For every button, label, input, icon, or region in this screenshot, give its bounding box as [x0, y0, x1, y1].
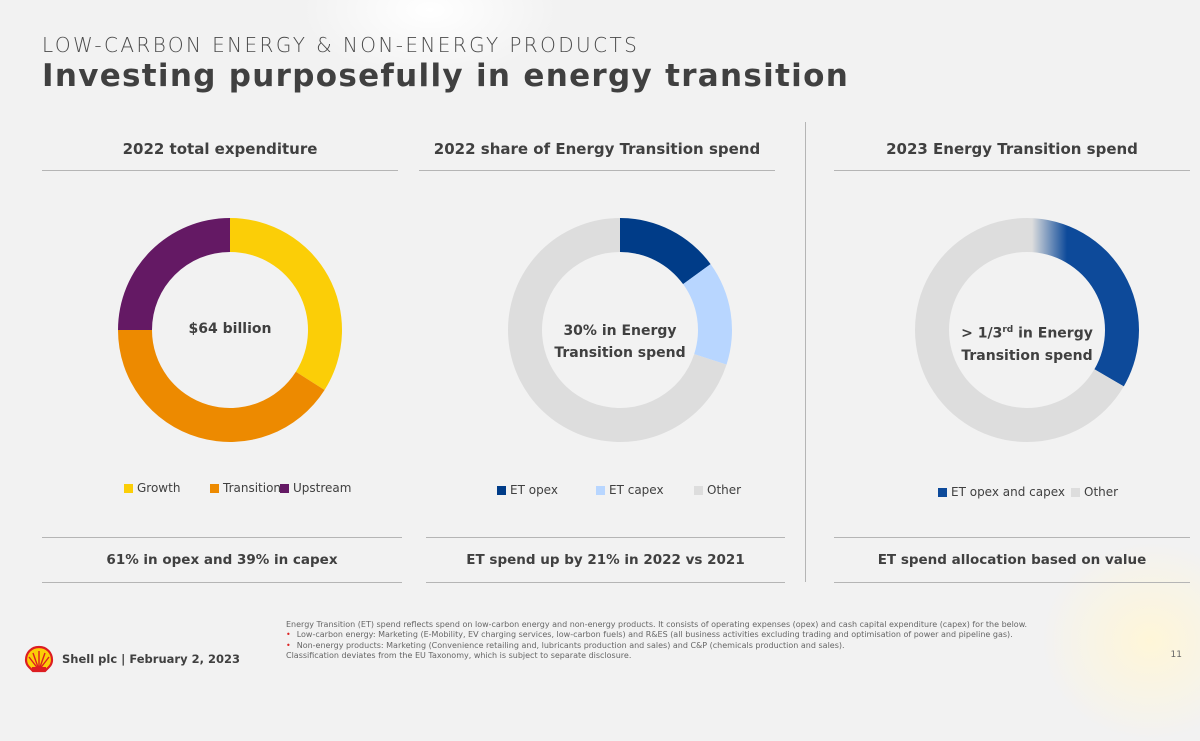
legend-swatch: [938, 488, 947, 497]
legend-label: Growth: [137, 481, 181, 495]
donut-center-label: 30% in Energy Transition spend: [540, 320, 700, 364]
legend-item: Upstream: [280, 481, 351, 495]
footnote-line: Energy Transition (ET) spend reflects sp…: [286, 620, 1028, 629]
legend-item: ET capex: [596, 483, 664, 497]
legend-label: Other: [1084, 485, 1119, 499]
background-glow: [300, 0, 560, 80]
footer-company-date: Shell plc | February 2, 2023: [62, 652, 240, 666]
panel-heading: 2022 total expenditure: [42, 140, 398, 171]
legend-label: Transition: [223, 481, 282, 495]
center-label-suffix: in Energy: [1013, 325, 1093, 342]
bullet-icon: •: [286, 630, 291, 640]
center-label-line2: Transition spend: [554, 345, 686, 361]
page-title: Investing purposefully in energy transit…: [42, 58, 850, 94]
donut-slice-et-capex: [683, 264, 732, 365]
legend-swatch: [124, 484, 133, 493]
page-subtitle: LOW-CARBON ENERGY & NON-ENERGY PRODUCTS: [42, 33, 640, 57]
panel-heading: 2022 share of Energy Transition spend: [419, 140, 775, 171]
donut-slice-et-opex-and-capex: [1027, 218, 1139, 387]
donut-chart-total-expenditure: [118, 218, 342, 442]
donut-slice-growth: [230, 218, 342, 391]
donut-center-label: > 1/3rd in Energy Transition spend: [947, 319, 1107, 367]
donut-slice-other: [508, 218, 727, 442]
footnote-bullet-line: • Low-carbon energy: Marketing (E-Mobilit…: [286, 630, 1106, 640]
legend-label: Other: [707, 483, 742, 497]
legend-item: ET opex: [497, 483, 558, 497]
legend-swatch: [210, 484, 219, 493]
shell-logo-icon: [24, 645, 54, 673]
panel-takeaway: ET spend up by 21% in 2022 vs 2021: [426, 537, 785, 583]
page-number: 11: [1170, 650, 1182, 660]
legend-swatch: [596, 486, 605, 495]
donut-chart-2023-et-spend: [915, 218, 1139, 442]
legend-item: Growth: [124, 481, 180, 495]
legend-swatch: [280, 484, 289, 493]
panel-2023-et-spend: 2023 Energy Transition spend: [834, 140, 1190, 171]
donut-slice-other: [915, 218, 1124, 442]
panel-heading: 2023 Energy Transition spend: [834, 140, 1190, 171]
legend-label: Upstream: [293, 481, 352, 495]
footnote-bullet-line: • Non-energy products: Marketing (Conveni…: [286, 641, 1106, 651]
legend-label: ET opex and capex: [951, 485, 1066, 499]
footnote: Energy Transition (ET) spend reflects sp…: [286, 620, 1106, 662]
bullet-icon: •: [286, 640, 291, 650]
legend-item: Other: [694, 483, 741, 497]
donut-slice-transition: [118, 330, 325, 442]
center-label-line1: 30% in Energy: [563, 323, 677, 339]
panel-takeaway: 61% in opex and 39% in capex: [42, 537, 402, 583]
center-label-superscript: rd: [1002, 325, 1014, 335]
donut-slice-et-opex: [620, 218, 711, 285]
legend-item: ET opex and capex: [938, 485, 1065, 499]
legend-label: ET capex: [609, 483, 664, 497]
panel-total-expenditure: 2022 total expenditure: [42, 140, 398, 171]
legend-item: Transition: [210, 481, 281, 495]
center-label-line2: Transition spend: [961, 347, 1093, 364]
footnote-bullet-text: Non-energy products: Marketing (Convenie…: [296, 640, 845, 650]
legend-swatch: [1071, 488, 1080, 497]
panel-share-et-spend: 2022 share of Energy Transition spend: [419, 140, 775, 171]
center-label-prefix: > 1/3: [961, 325, 1003, 342]
footer: Shell plc | February 2, 2023: [24, 645, 240, 673]
vertical-divider: [805, 122, 806, 582]
legend-label: ET opex: [510, 483, 558, 497]
footnote-bullet-text: Low-carbon energy: Marketing (E-Mobility…: [296, 630, 1013, 640]
legend-swatch: [694, 486, 703, 495]
legend-swatch: [497, 486, 506, 495]
donut-chart-share-et-spend: [508, 218, 732, 442]
panel-takeaway: ET spend allocation based on value: [834, 537, 1190, 583]
donut-center-label: $64 billion: [188, 321, 272, 337]
footnote-line: Classification deviates from the EU Taxo…: [286, 651, 632, 661]
legend-item: Other: [1071, 485, 1118, 499]
center-label-line1: > 1/3rd in Energy: [947, 319, 1107, 345]
donut-slice-upstream: [118, 218, 230, 330]
